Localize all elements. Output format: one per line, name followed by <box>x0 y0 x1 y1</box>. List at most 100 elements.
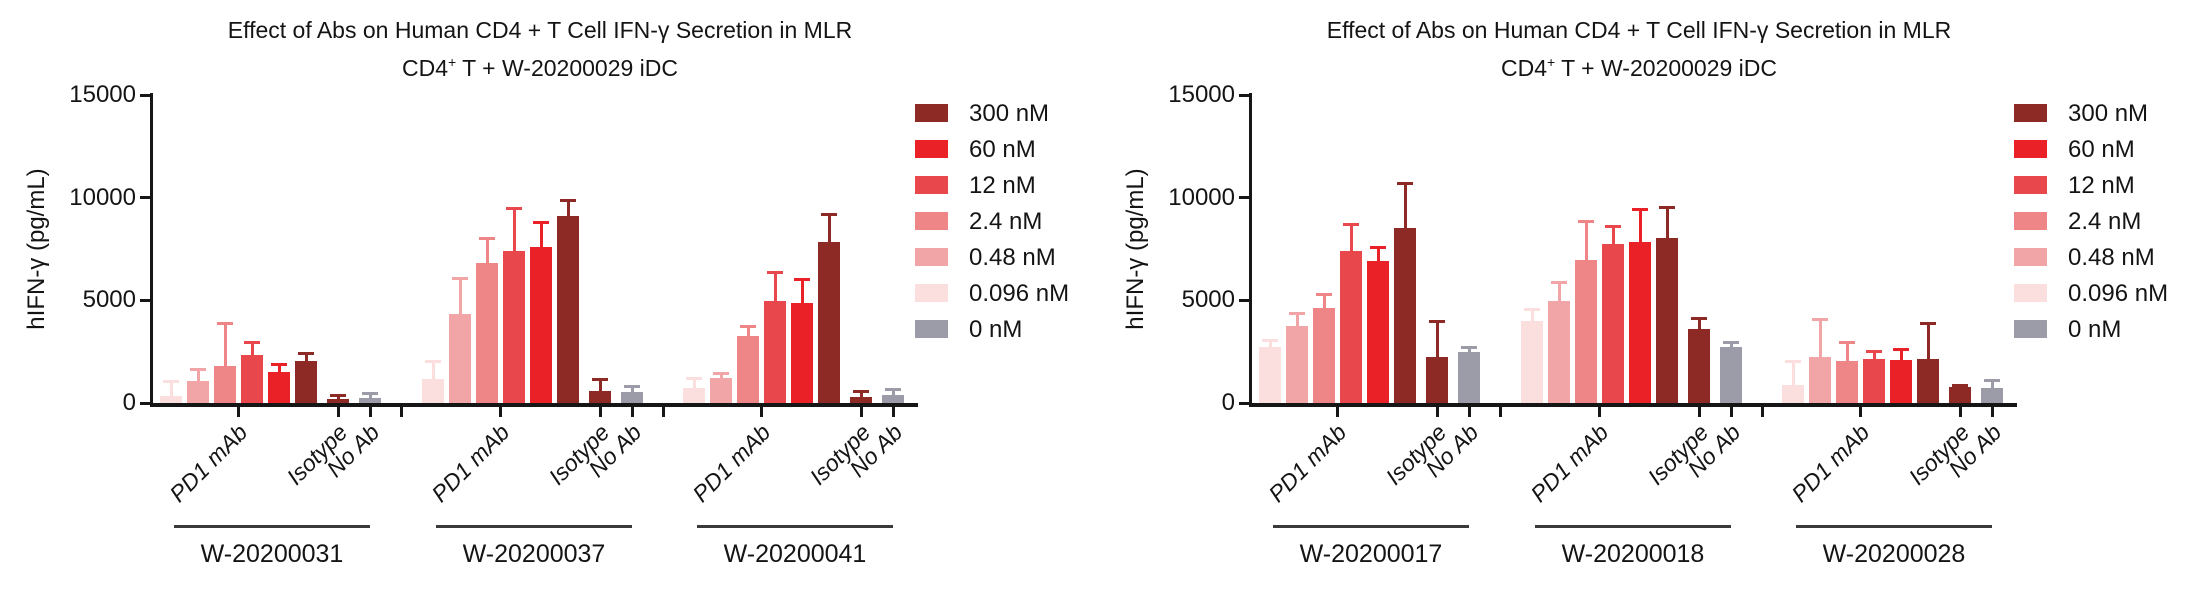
bar-W-20200017-0.48 nM-error-cap <box>1289 311 1305 315</box>
subtitle-rest: T + W-20200029 iDC <box>456 55 679 81</box>
y-axis-line <box>1249 93 1252 407</box>
bar-W-20200018-300 nM-error-cap <box>1659 205 1675 209</box>
chart-panel-1: Effect of Abs on Human CD4 + T Cell IFN-… <box>1099 0 2198 597</box>
bar-W-20200037-0.096 nM <box>422 379 444 404</box>
bar-W-20200017-2.4 nM <box>1313 307 1335 404</box>
bar-W-20200037-60 nM <box>530 246 552 404</box>
x-tick <box>1958 404 1962 417</box>
legend-label: 0 nM <box>2068 316 2122 343</box>
bar-W-20200028-60 nM <box>1890 359 1912 404</box>
bar-W-20200041-no-ab-error-cap <box>885 388 901 392</box>
bar-W-20200018-2.4 nM-error-cap <box>1578 220 1594 224</box>
bar-W-20200018-0.096 nM <box>1521 320 1543 404</box>
y-tick-label: 15000 <box>69 81 136 108</box>
legend-label: 0 nM <box>969 316 1023 343</box>
bar-W-20200028-12 nM <box>1863 358 1885 404</box>
bar-W-20200028-12 nM-error-bar <box>1872 350 1876 361</box>
bar-W-20200041-12 nM-error-cap <box>767 270 783 274</box>
bar-W-20200028-isotype-error-cap <box>1952 383 1968 387</box>
y-tick <box>140 298 151 302</box>
bar-W-20200037-2.4 nM-error-cap <box>479 236 495 240</box>
chart-title: Effect of Abs on Human CD4 + T Cell IFN-… <box>227 17 853 43</box>
bar-W-20200018-60 nM-error-bar <box>1638 208 1642 244</box>
group-label-W-20200028: W-20200028 <box>1822 540 1966 568</box>
bar-W-20200041-2.4 nM-error-cap <box>740 325 756 328</box>
bar-W-20200037-no-ab <box>621 392 643 404</box>
bar-W-20200018-12 nM-error-cap <box>1605 225 1621 229</box>
group-label-W-20200037: W-20200037 <box>462 540 606 568</box>
bar-W-20200018-60 nM <box>1629 241 1651 404</box>
subtitle-superscript: + <box>448 54 457 70</box>
group-underline <box>436 525 632 528</box>
y-axis-label: hIFN-γ (pg/mL) <box>23 168 50 330</box>
bar-W-20200041-0.096 nM <box>683 387 705 404</box>
group-label-W-20200018: W-20200018 <box>1561 540 1705 568</box>
x-tick <box>759 404 763 417</box>
bar-W-20200041-300 nM-error-bar <box>827 214 831 244</box>
bar-W-20200041-0.48 nM-error-bar <box>719 373 723 381</box>
legend-label: 0.096 nM <box>969 280 1070 307</box>
chart-title: Effect of Abs on Human CD4 + T Cell IFN-… <box>1326 17 1952 43</box>
bar-W-20200018-no-ab-error-bar <box>1729 342 1733 349</box>
bar-W-20200031-2.4 nM <box>214 366 236 404</box>
y-tick <box>1239 298 1250 302</box>
legend-swatch-60 nM <box>2014 140 2047 158</box>
bar-W-20200037-60 nM-error-bar <box>539 222 543 249</box>
bar-W-20200031-2.4 nM-error-cap <box>217 321 233 325</box>
bar-W-20200041-0.096 nM-error-cap <box>686 377 702 381</box>
bar-W-20200037-300 nM-error-bar <box>566 199 570 219</box>
bar-W-20200017-60 nM-error-bar <box>1376 246 1380 264</box>
bar-W-20200037-300 nM-error-cap <box>560 198 576 202</box>
bar-W-20200031-isotype-error-cap <box>330 393 346 397</box>
bar-W-20200017-isotype <box>1426 356 1448 404</box>
bar-W-20200031-12 nM <box>241 354 263 404</box>
bar-W-20200017-0.096 nM-error-bar <box>1268 340 1272 349</box>
bar-W-20200037-0.48 nM-error-bar <box>458 277 462 316</box>
bar-W-20200017-300 nM-error-cap <box>1397 182 1413 186</box>
legend-swatch-2.4 nM <box>2014 212 2047 230</box>
y-tick <box>140 93 151 97</box>
bar-W-20200017-12 nM-error-cap <box>1343 223 1359 227</box>
bar-W-20200028-isotype-error-bar <box>1958 384 1962 389</box>
legend-swatch-12 nM <box>2014 176 2047 194</box>
x-tick-group-boundary <box>1498 404 1502 417</box>
bar-W-20200041-0.48 nM <box>710 378 732 404</box>
x-axis-line <box>1249 403 2017 407</box>
bar-W-20200041-60 nM <box>791 303 813 404</box>
legend-label: 2.4 nM <box>2068 208 2142 235</box>
y-tick-label: 15000 <box>1168 81 1235 108</box>
legend-swatch-12 nM <box>915 176 948 194</box>
bar-W-20200028-60 nM-error-cap <box>1893 347 1909 351</box>
x-tick <box>598 404 602 417</box>
bar-W-20200028-2.4 nM-error-bar <box>1845 342 1849 363</box>
bar-W-20200018-12 nM-error-bar <box>1611 226 1615 246</box>
chart-panel-0: Effect of Abs on Human CD4 + T Cell IFN-… <box>23 17 1070 568</box>
bar-W-20200028-isotype <box>1949 386 1971 404</box>
bar-W-20200018-300 nM <box>1656 237 1678 404</box>
y-tick-label: 10000 <box>69 183 136 211</box>
bar-W-20200018-isotype-error-bar <box>1697 317 1701 332</box>
x-tick <box>1435 404 1439 417</box>
bar-W-20200041-no-ab <box>882 394 904 404</box>
group-label-W-20200041: W-20200041 <box>723 540 867 568</box>
bar-W-20200031-300 nM <box>295 360 317 404</box>
bar-W-20200028-no-ab <box>1981 388 2003 404</box>
bar-W-20200041-300 nM-error-cap <box>821 213 837 217</box>
subtitle-base: CD4 <box>1500 55 1547 81</box>
legend-label: 300 nM <box>2068 100 2149 127</box>
x-tick <box>336 404 340 417</box>
x-tick <box>1990 404 1994 417</box>
y-tick-label: 5000 <box>1181 286 1235 314</box>
bar-W-20200017-2.4 nM-error-cap <box>1316 293 1332 297</box>
bar-W-20200017-0.48 nM-error-bar <box>1295 312 1299 328</box>
legend-swatch-300 nM <box>915 104 948 122</box>
legend-label: 300 nM <box>969 100 1050 127</box>
bar-W-20200031-0.48 nM-error-bar <box>196 369 200 384</box>
bar-W-20200018-no-ab-error-cap <box>1723 341 1739 345</box>
bar-W-20200031-no-ab-error-cap <box>362 392 378 396</box>
bar-W-20200017-60 nM-error-cap <box>1370 245 1386 249</box>
bar-W-20200018-0.096 nM-error-bar <box>1530 308 1534 323</box>
group-underline <box>1796 525 1992 528</box>
bar-W-20200031-2.4 nM-error-bar <box>223 322 227 369</box>
bar-W-20200041-isotype-error-cap <box>853 390 869 394</box>
